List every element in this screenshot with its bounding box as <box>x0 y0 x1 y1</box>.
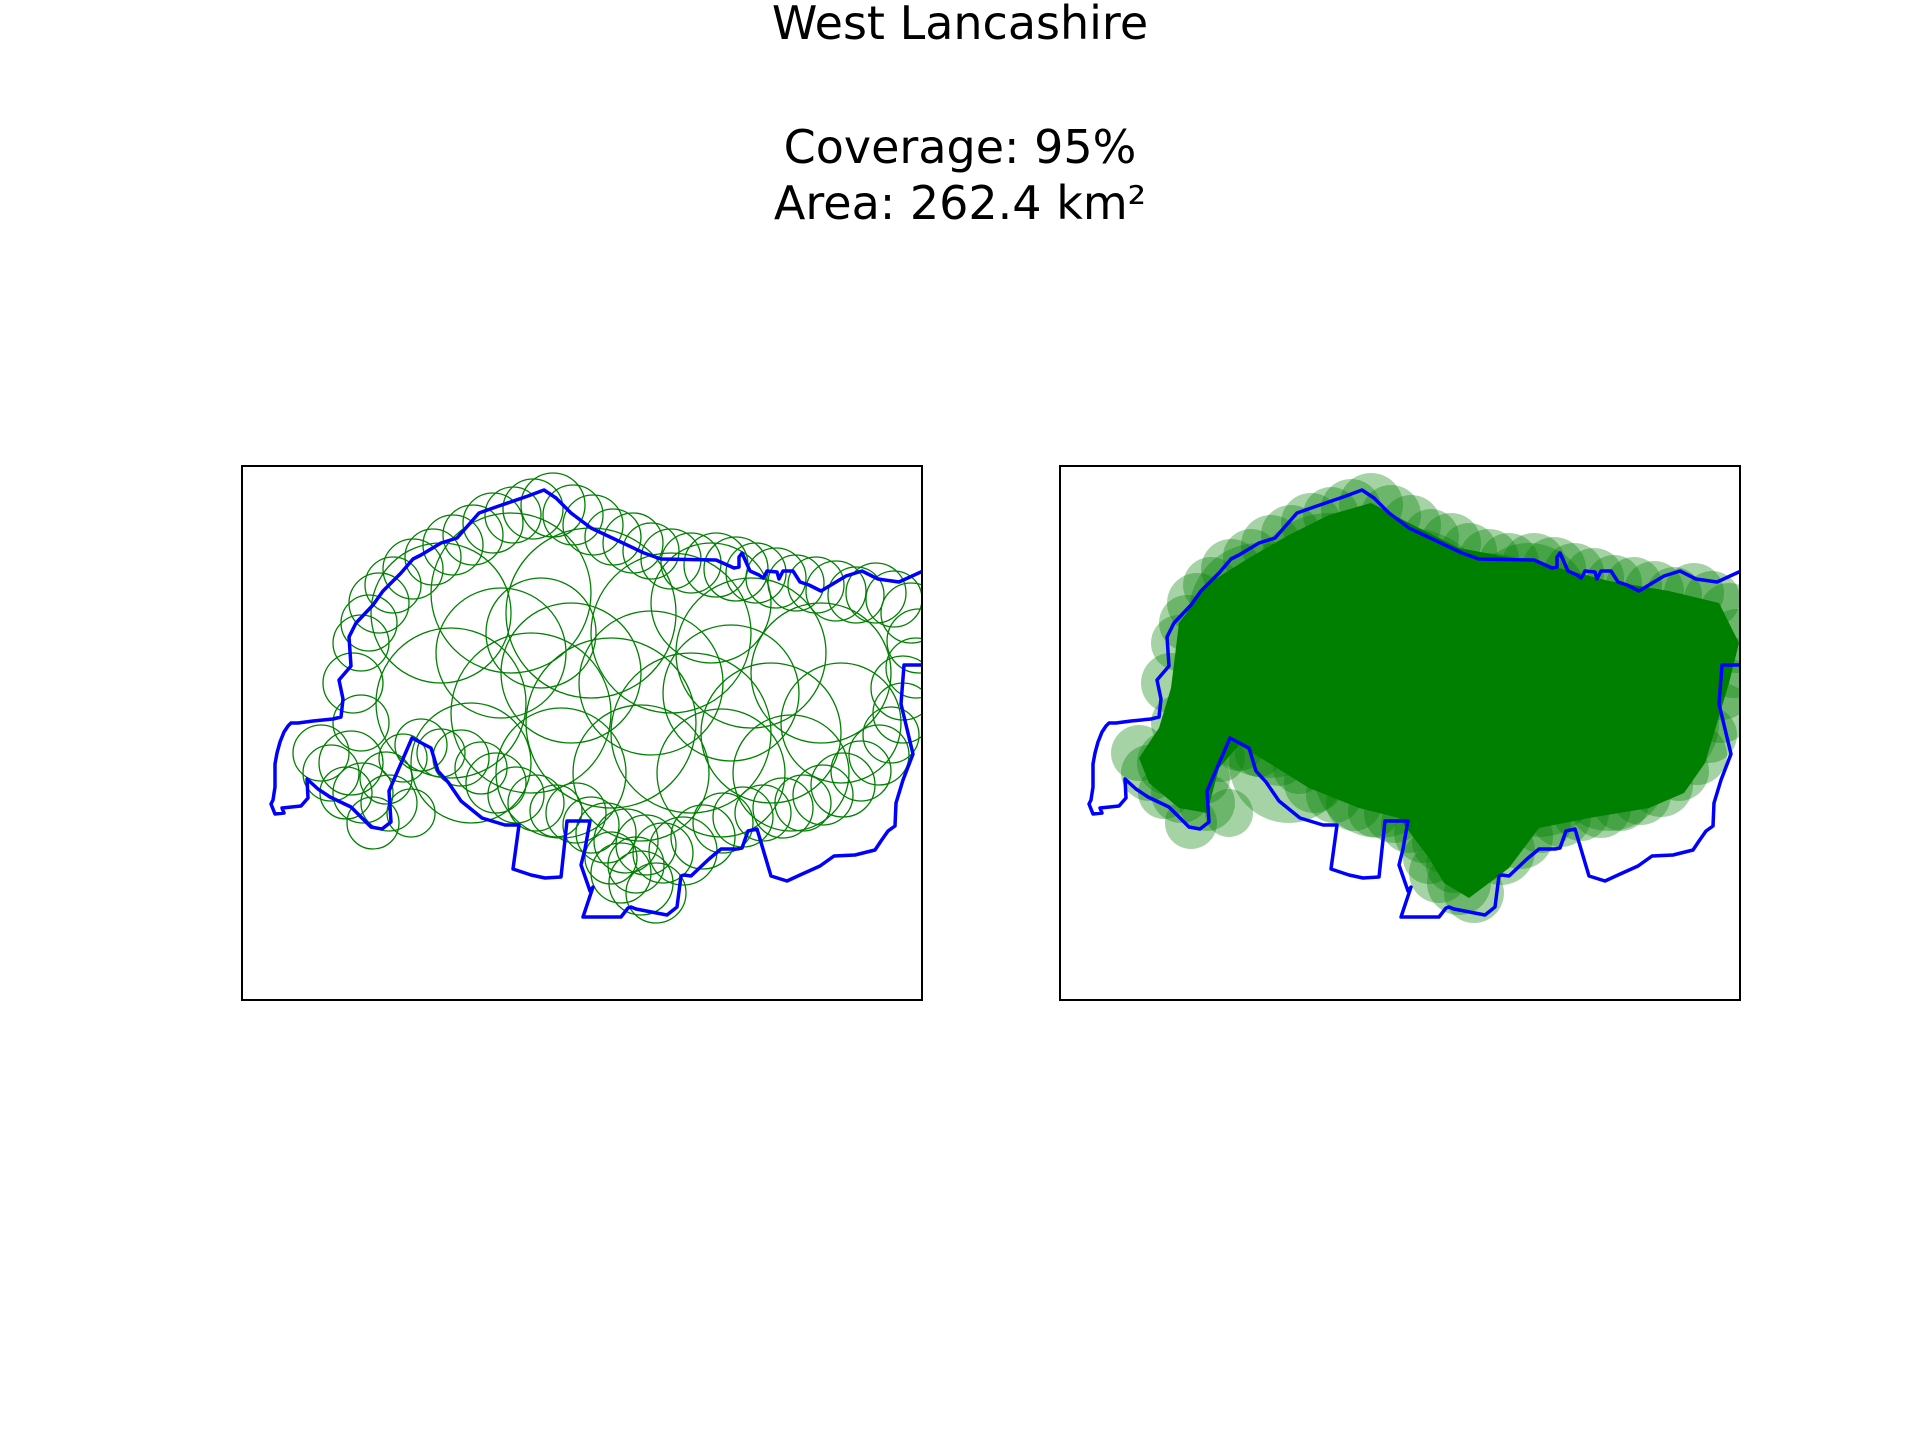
coverage-circle <box>404 528 462 586</box>
coverage-circle <box>880 582 921 644</box>
coverage-circle <box>805 560 867 622</box>
coverage-circle <box>562 494 624 556</box>
coverage-outline-map <box>269 472 921 924</box>
coverage-circle <box>410 702 532 824</box>
coverage-circle <box>348 572 410 634</box>
coverage-circle <box>830 740 892 802</box>
coverage-circle <box>845 562 907 624</box>
coverage-circle <box>485 577 597 689</box>
coverage-fill-core <box>1139 503 1739 898</box>
coverage-circle <box>382 538 444 600</box>
coverage-circle <box>862 706 920 764</box>
coverage-circle <box>562 796 620 854</box>
coverage-circle <box>610 652 772 814</box>
coverage-circle <box>507 774 565 832</box>
coverage-circle <box>495 707 627 839</box>
coverage-circle <box>292 724 350 782</box>
coverage-circle <box>319 766 373 820</box>
coverage-label: Coverage: 95% <box>783 120 1137 174</box>
coverage-circle <box>359 751 413 805</box>
coverage-circle <box>360 774 418 832</box>
coverage-circle <box>750 602 892 744</box>
coverage-circle <box>416 728 466 778</box>
coverage-circle <box>712 786 774 848</box>
coverage-circle <box>608 850 674 916</box>
coverage-circle <box>502 478 564 540</box>
coverage-circle <box>692 792 754 854</box>
coverage-circles-filled <box>1111 473 1739 923</box>
coverage-circle <box>465 752 527 814</box>
coverage-circle <box>529 784 583 838</box>
coverage-circle <box>346 796 400 850</box>
coverage-circle <box>656 708 786 838</box>
coverage-circle <box>340 594 398 652</box>
coverage-circle <box>332 694 390 752</box>
coverage-circle <box>484 486 542 544</box>
coverage-circle <box>520 472 586 538</box>
coverage-circle <box>394 718 448 772</box>
coverage-circle <box>386 788 436 838</box>
coverage-circle <box>332 762 394 824</box>
coverage-circle <box>625 862 687 924</box>
district-boundary <box>269 488 921 919</box>
coverage-circle <box>572 704 710 842</box>
coverage-circle <box>607 836 665 894</box>
map-panel-circle-outlines <box>241 465 923 1001</box>
coverage-circle <box>1205 789 1253 837</box>
coverage-circle <box>886 608 921 674</box>
coverage-circle <box>318 730 384 796</box>
coverage-circle <box>650 542 772 664</box>
coverage-circle <box>590 842 652 904</box>
district-boundary <box>1087 488 1739 919</box>
coverage-circle <box>584 508 642 566</box>
coverage-circle <box>703 536 769 602</box>
coverage-circle <box>662 624 800 762</box>
coverage-circle <box>542 484 604 546</box>
coverage-circle <box>430 512 592 674</box>
coverage-circle <box>774 774 832 832</box>
coverage-circle <box>602 512 664 574</box>
coverage-circle <box>848 724 910 786</box>
figure-title: West Lancashire <box>771 0 1149 50</box>
coverage-circle <box>670 804 736 870</box>
coverage-circle <box>622 522 680 580</box>
coverage-circle <box>375 627 527 779</box>
coverage-circle <box>593 808 659 874</box>
area-label: Area: 262.4 km² <box>773 176 1147 230</box>
coverage-circle <box>787 556 845 614</box>
coverage-circle <box>302 744 360 802</box>
coverage-circle <box>732 714 850 832</box>
coverage-circle <box>865 570 921 628</box>
coverage-circle <box>725 542 787 604</box>
coverage-circle <box>870 655 921 721</box>
coverage-circle <box>780 662 902 784</box>
coverage-circle <box>752 777 814 839</box>
coverage-circle <box>322 652 384 714</box>
coverage-circles-outline <box>292 472 921 924</box>
coverage-circle <box>500 602 642 744</box>
coverage-circle <box>792 764 854 826</box>
coverage-circle <box>435 587 567 719</box>
coverage-circle <box>462 492 524 554</box>
coverage-filled-map <box>1087 473 1739 923</box>
coverage-circle <box>700 662 842 804</box>
coverage-circle <box>584 831 638 885</box>
coverage-circle <box>545 782 607 844</box>
coverage-circle <box>378 733 428 783</box>
coverage-circle <box>450 632 612 794</box>
coverage-circle <box>525 637 697 809</box>
coverage-circle <box>590 552 752 714</box>
coverage-circle <box>442 504 504 566</box>
coverage-circle <box>364 556 422 614</box>
map-panel-filled-circles <box>1059 465 1741 1001</box>
coverage-circle <box>885 637 921 699</box>
coverage-circle <box>810 752 876 818</box>
coverage-circle <box>575 802 637 864</box>
coverage-circle <box>827 566 885 624</box>
